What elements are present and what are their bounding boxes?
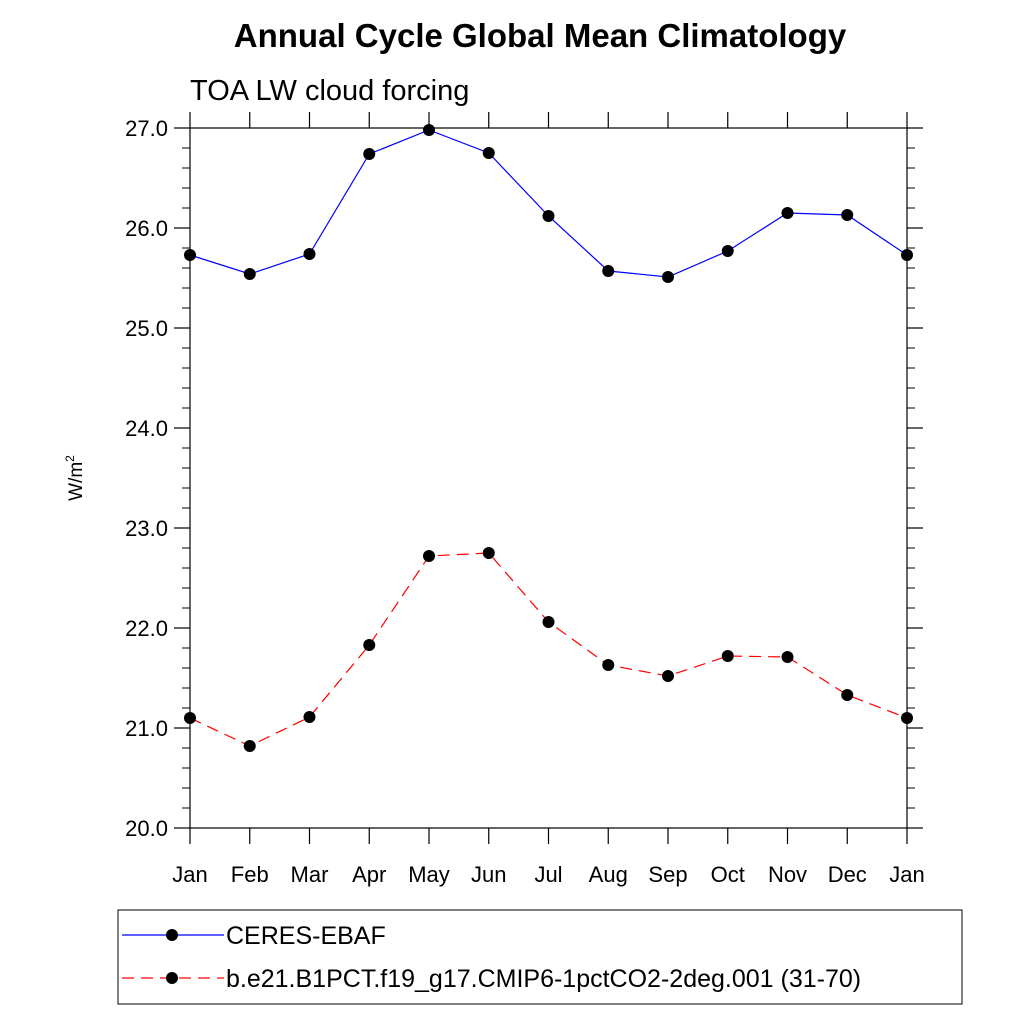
x-tick-label: Jun (471, 862, 506, 887)
series-layer (184, 124, 913, 752)
series-2-point (423, 550, 435, 562)
series-2-point (184, 712, 196, 724)
series-1-point (243, 268, 256, 280)
series-1-point (303, 248, 316, 260)
y-tick-label: 22.0 (125, 616, 168, 641)
legend-label-1: CERES-EBAF (226, 922, 386, 950)
series-1-point (901, 249, 913, 261)
x-tick-label: Aug (589, 862, 628, 887)
y-axis-title-superscript: 2 (63, 455, 77, 462)
legend-label-2: b.e21.B1PCT.f19_g17.CMIP6-1pctCO2-2deg.0… (226, 965, 861, 993)
y-tick-label: 27.0 (125, 116, 168, 141)
x-tick-label: Sep (648, 862, 687, 887)
x-tick-label: Mar (291, 862, 329, 887)
x-tick-label: Nov (768, 862, 807, 887)
legend-marker-2 (166, 972, 178, 984)
legend-marker-1 (166, 929, 178, 941)
series-2-point (243, 740, 256, 752)
x-tick-label: Feb (231, 862, 269, 887)
y-tick-label: 20.0 (125, 816, 168, 841)
x-tick-label: Oct (711, 862, 745, 887)
series-2-point (542, 616, 555, 628)
chart-subtitle: TOA LW cloud forcing (190, 75, 469, 107)
y-axis-title-base: W/m (66, 462, 87, 501)
series-line-2 (189, 552, 908, 747)
x-tick-label: Jul (534, 862, 562, 887)
chart-title: Annual Cycle Global Mean Climatology (234, 17, 847, 54)
x-axis: Jan Feb Mar Apr May Jun Jul Aug Sep Oct Nov Dec Jan (172, 112, 925, 887)
series-1-point (542, 210, 555, 222)
series-2-point (602, 659, 615, 671)
legend-box (117, 909, 963, 1005)
series-1-point (184, 249, 196, 261)
series-1-point (482, 147, 495, 159)
series-2-point (901, 712, 913, 724)
series-1-point (602, 265, 615, 277)
series-2-point (662, 670, 674, 682)
series-1-point (423, 124, 435, 136)
y-tick-label: 24.0 (125, 416, 168, 441)
x-tick-label: Apr (352, 862, 386, 887)
series-1-point (781, 207, 794, 219)
y-tick-label: 26.0 (125, 216, 168, 241)
series-2-point (303, 711, 316, 723)
y-tick-label: 25.0 (125, 316, 168, 341)
y-axis-title: W/m2 (63, 455, 87, 501)
x-tick-label: Jan (172, 862, 207, 887)
series-2-point (781, 651, 794, 663)
y-tick-label: 23.0 (125, 516, 168, 541)
x-tick-label: Dec (828, 862, 867, 887)
series-2-point (363, 639, 376, 651)
series-1-point (662, 271, 674, 283)
series-2-point (482, 547, 495, 559)
y-axis: 20.0 21.0 22.0 23.0 24.0 25.0 26.0 27.0 (125, 116, 923, 841)
legend: CERES-EBAF b.e21.B1PCT.f19_g17.CMIP6-1pct… (122, 922, 861, 993)
series-1-point (363, 148, 376, 160)
series-1-point (721, 245, 734, 257)
series-line-1 (189, 129, 908, 278)
series-1-point (841, 209, 854, 221)
x-tick-label: May (408, 862, 450, 887)
x-tick-label: Jan (889, 862, 924, 887)
y-tick-label: 21.0 (125, 716, 168, 741)
series-2-point (841, 689, 854, 701)
series-2-point (721, 650, 734, 662)
